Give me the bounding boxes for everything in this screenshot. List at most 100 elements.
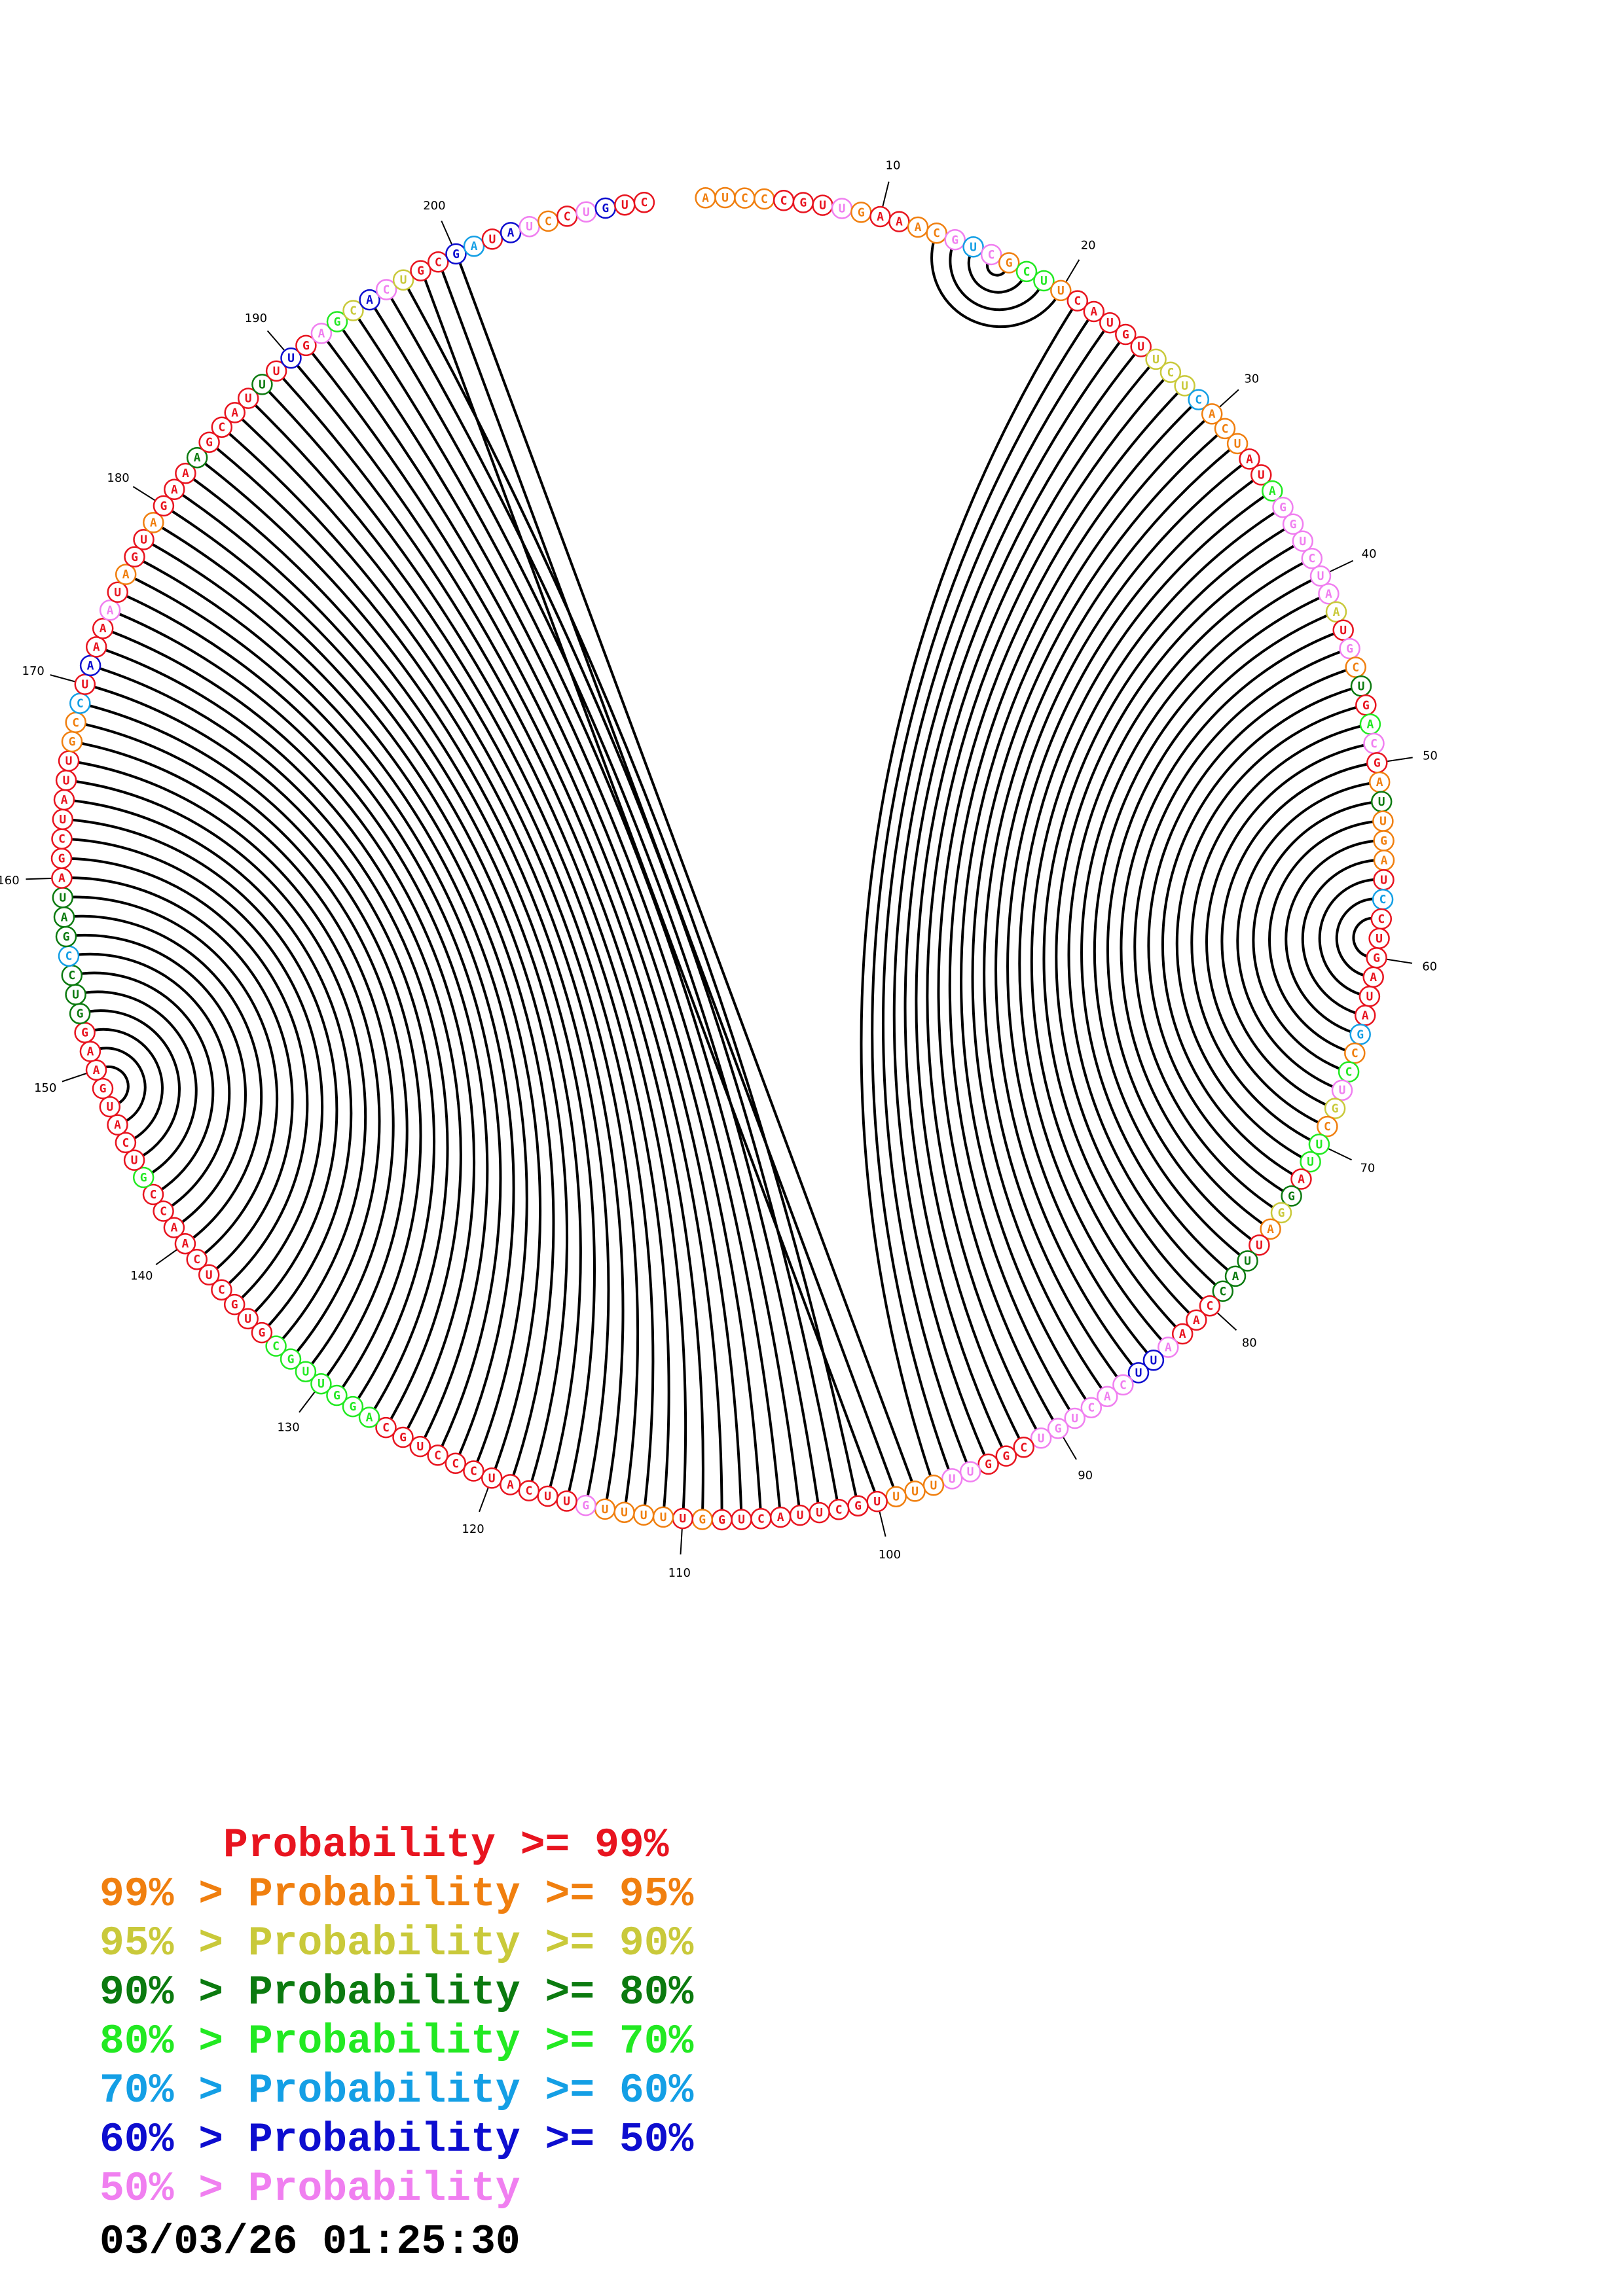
nucleotide: C bbox=[445, 1452, 467, 1475]
nucleotide-circle bbox=[998, 252, 1020, 274]
nucleotide-circle bbox=[980, 243, 1002, 266]
nucleotide-letter: C bbox=[272, 1340, 280, 1354]
nucleotide-circle bbox=[1308, 1134, 1330, 1155]
nucleotide: C bbox=[1112, 1374, 1134, 1396]
nucleotide: U bbox=[1030, 1427, 1052, 1449]
base-pair-arc bbox=[1190, 725, 1362, 1141]
nucleotide: U bbox=[52, 887, 74, 908]
nucleotide: U bbox=[1226, 433, 1249, 455]
nucleotide: U bbox=[481, 228, 503, 250]
nucleotide-circle bbox=[1292, 530, 1314, 552]
nucleotide: C bbox=[1015, 260, 1038, 283]
nucleotide-circle bbox=[1212, 1280, 1234, 1302]
nucleotide-circle bbox=[1201, 403, 1223, 425]
tick-label: 20 bbox=[1081, 239, 1096, 253]
nucleotide-letter: A bbox=[915, 221, 922, 234]
nucleotide: C bbox=[750, 1508, 772, 1530]
nucleotide-circle bbox=[107, 581, 128, 603]
nucleotide: C bbox=[754, 188, 775, 210]
base-pair-arc bbox=[84, 990, 198, 1174]
nucleotide: A bbox=[107, 1114, 128, 1136]
nucleotide-letter: A bbox=[702, 191, 709, 205]
nucleotide: A bbox=[1083, 300, 1105, 323]
nucleotide: U bbox=[1332, 619, 1354, 641]
base-pair-arc bbox=[860, 308, 1074, 1477]
tick-line bbox=[1219, 389, 1239, 408]
nucleotide: U bbox=[1064, 1407, 1085, 1429]
nucleotide-letter: C bbox=[545, 215, 552, 228]
nucleotide: A bbox=[53, 906, 75, 928]
nucleotide-circle bbox=[907, 216, 929, 238]
nucleotide-letter: G bbox=[417, 264, 424, 278]
base-pair-arc bbox=[228, 432, 639, 1504]
nucleotide-letter: U bbox=[911, 1484, 919, 1498]
base-pair-arc bbox=[1120, 632, 1336, 1225]
nucleotide-letter: U bbox=[1307, 1155, 1314, 1169]
tick-line bbox=[1330, 560, 1354, 573]
tick-label: 30 bbox=[1244, 372, 1259, 386]
nucleotide-letter: U bbox=[318, 1377, 325, 1391]
nucleotide-letter: G bbox=[160, 499, 167, 513]
nucleotide-letter: G bbox=[1374, 756, 1381, 770]
nucleotide-letter: C bbox=[1345, 1066, 1353, 1079]
nucleotide: U bbox=[133, 529, 155, 550]
nucleotide-letter: G bbox=[69, 735, 76, 749]
tick-label: 110 bbox=[668, 1566, 691, 1580]
nucleotide: A bbox=[1201, 403, 1223, 425]
base-pair-arc bbox=[1161, 687, 1353, 1176]
nucleotide-letter: U bbox=[488, 1471, 496, 1485]
nucleotide-letter: G bbox=[1055, 1422, 1062, 1436]
nucleotide-letter: U bbox=[206, 1268, 213, 1282]
nucleotide-letter: G bbox=[1279, 501, 1286, 514]
nucleotide-letter: G bbox=[718, 1513, 725, 1527]
nucleotide-letter: U bbox=[640, 1509, 647, 1522]
nucleotide: A bbox=[1262, 480, 1283, 502]
nucleotide-circle bbox=[926, 222, 947, 244]
nucleotide-circle bbox=[1115, 323, 1137, 346]
nucleotide: G bbox=[944, 229, 966, 251]
nucleotide: C bbox=[518, 1480, 540, 1501]
base-pair-arc bbox=[1220, 762, 1368, 1107]
legend-line: 70% > Probability >= 60% bbox=[100, 2068, 694, 2114]
nucleotide-letter: C bbox=[72, 716, 79, 730]
nucleotide: U bbox=[731, 1509, 752, 1530]
nucleotide-circle bbox=[1080, 1397, 1103, 1418]
nucleotide: A bbox=[1224, 1265, 1247, 1287]
nucleotide-letter: U bbox=[416, 1440, 424, 1454]
nucleotide-circle bbox=[123, 1149, 145, 1171]
nucleotide: A bbox=[174, 1232, 196, 1255]
nucleotide: G bbox=[1047, 1418, 1069, 1439]
nucleotide-letter: A bbox=[93, 1064, 100, 1077]
nucleotide: U bbox=[789, 1504, 811, 1526]
nucleotide-circle bbox=[428, 251, 449, 273]
nucleotide-letter: C bbox=[193, 1253, 200, 1266]
nucleotide-circle bbox=[1282, 513, 1304, 535]
nucleotide-letter: U bbox=[245, 392, 252, 406]
nucleotide-letter: C bbox=[1219, 1285, 1226, 1299]
nucleotide-letter: C bbox=[1195, 393, 1202, 407]
nucleotide-letter: G bbox=[1288, 1189, 1295, 1203]
nucleotide-circle bbox=[224, 402, 246, 423]
nucleotide-circle bbox=[153, 495, 175, 517]
nucleotide-letter: A bbox=[471, 240, 478, 253]
base-pair-arc bbox=[81, 971, 215, 1191]
base-pair-arc bbox=[141, 560, 528, 1463]
base-pair-arc bbox=[407, 287, 858, 1498]
nucleotide-letter: A bbox=[1269, 484, 1276, 498]
tick-label: 90 bbox=[1078, 1469, 1093, 1482]
nucleotide: U bbox=[99, 1096, 121, 1118]
nucleotide-letter: C bbox=[525, 1484, 532, 1498]
nucleotide: U bbox=[52, 808, 74, 831]
nucleotide-letter: G bbox=[100, 1082, 107, 1096]
nucleotide-letter: C bbox=[1308, 552, 1315, 565]
nucleotide: C bbox=[1013, 1437, 1034, 1458]
nucleotide: A bbox=[51, 867, 73, 889]
nucleotide: U bbox=[885, 1486, 907, 1507]
nucleotide-circle bbox=[1290, 1168, 1312, 1190]
nucleotide-circle bbox=[1317, 1115, 1338, 1138]
nucleotide-letter: C bbox=[435, 255, 442, 269]
base-pair-arc bbox=[73, 914, 263, 1240]
nucleotide-letter: C bbox=[761, 192, 768, 206]
nucleotide: U bbox=[409, 1435, 431, 1458]
nucleotide-letter: U bbox=[602, 1503, 609, 1516]
